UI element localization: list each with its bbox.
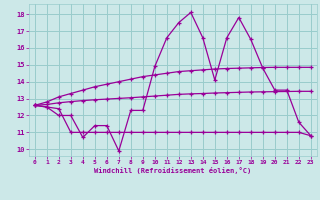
X-axis label: Windchill (Refroidissement éolien,°C): Windchill (Refroidissement éolien,°C) — [94, 167, 252, 174]
